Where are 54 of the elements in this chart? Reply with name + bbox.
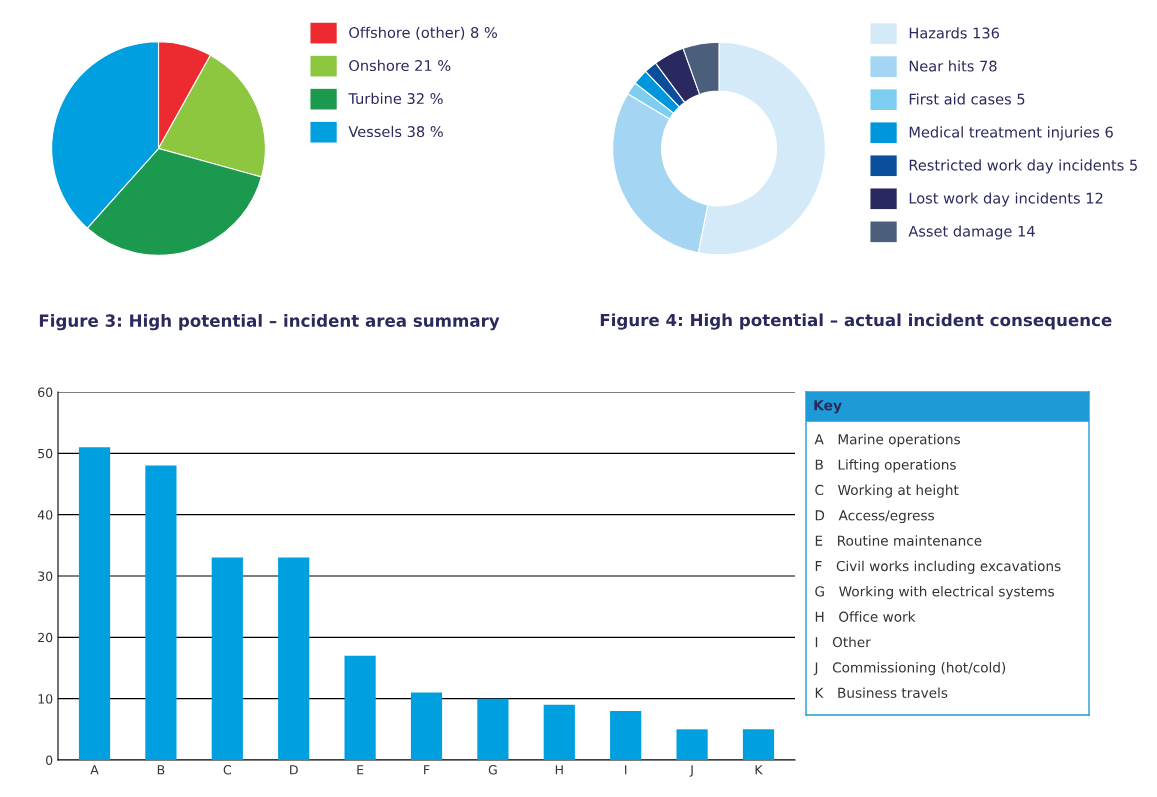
text: K Business travels [815, 687, 948, 698]
legend-label: Lost work day incidents 12 [909, 192, 1103, 207]
legend-label: First aid cases 5 [909, 93, 1025, 105]
x-tick-label: G [488, 765, 497, 775]
legend-label: Vessels 38 % [348, 125, 443, 138]
legend-label: Restricted work day incidents 5 [909, 159, 1137, 174]
bar [410, 692, 443, 760]
bar [278, 557, 310, 760]
text: H Office work [815, 611, 916, 622]
x-tick-label: A [90, 765, 99, 775]
bar [211, 557, 243, 760]
text: Figure 3: High potential – incident area summary [39, 314, 500, 331]
text: J Commissioning (hot/cold) [813, 662, 1006, 676]
x-tick-label: F [424, 765, 430, 775]
text: Figure 4: High potential – actual incident consequence [600, 313, 1112, 330]
x-tick-label: J [689, 765, 693, 777]
y-tick-label: 0 [46, 755, 53, 765]
legend-label: Onshore 21 % [349, 59, 451, 72]
text: G Working with electrical systems [815, 586, 1054, 600]
text: I Other [815, 636, 871, 648]
bar [145, 465, 177, 760]
text: D Access/egress [815, 510, 934, 524]
text: B Lifting operations [815, 459, 956, 473]
legend-label: Turbine 32 % [348, 92, 443, 105]
x-tick-label: C [223, 765, 231, 775]
y-tick-label: 50 [38, 448, 53, 459]
text: Key [814, 400, 842, 414]
bar [477, 698, 509, 760]
bar [78, 447, 111, 760]
bar [344, 655, 376, 760]
bar [543, 704, 575, 760]
x-tick-label: D [290, 765, 298, 775]
legend-label: Medical treatment injuries 6 [909, 126, 1113, 141]
legend-label: Asset damage 14 [908, 225, 1035, 240]
x-tick-label: E [357, 765, 364, 775]
y-tick-label: 30 [38, 571, 53, 581]
legend-label: Near hits 78 [909, 60, 997, 72]
bar [676, 729, 708, 760]
x-tick-label: K [755, 765, 763, 775]
x-tick-label: H [555, 765, 563, 775]
y-tick-label: 60 [38, 387, 53, 397]
legend-label: Hazards 136 [909, 27, 999, 39]
y-tick-label: 20 [38, 632, 53, 643]
bar [610, 710, 642, 760]
x-tick-label: I [625, 765, 627, 775]
y-tick-label: 10 [38, 694, 53, 704]
text: F Civil works including excavations [815, 560, 1061, 574]
bar [742, 729, 775, 760]
text: E Routine maintenance [815, 535, 982, 546]
text: A Marine operations [814, 433, 960, 448]
y-tick-label: 40 [37, 510, 53, 520]
x-tick-label: B [157, 765, 165, 775]
legend-label: Offshore (other) 8 % [349, 26, 497, 40]
text: C Working at height [815, 484, 959, 498]
